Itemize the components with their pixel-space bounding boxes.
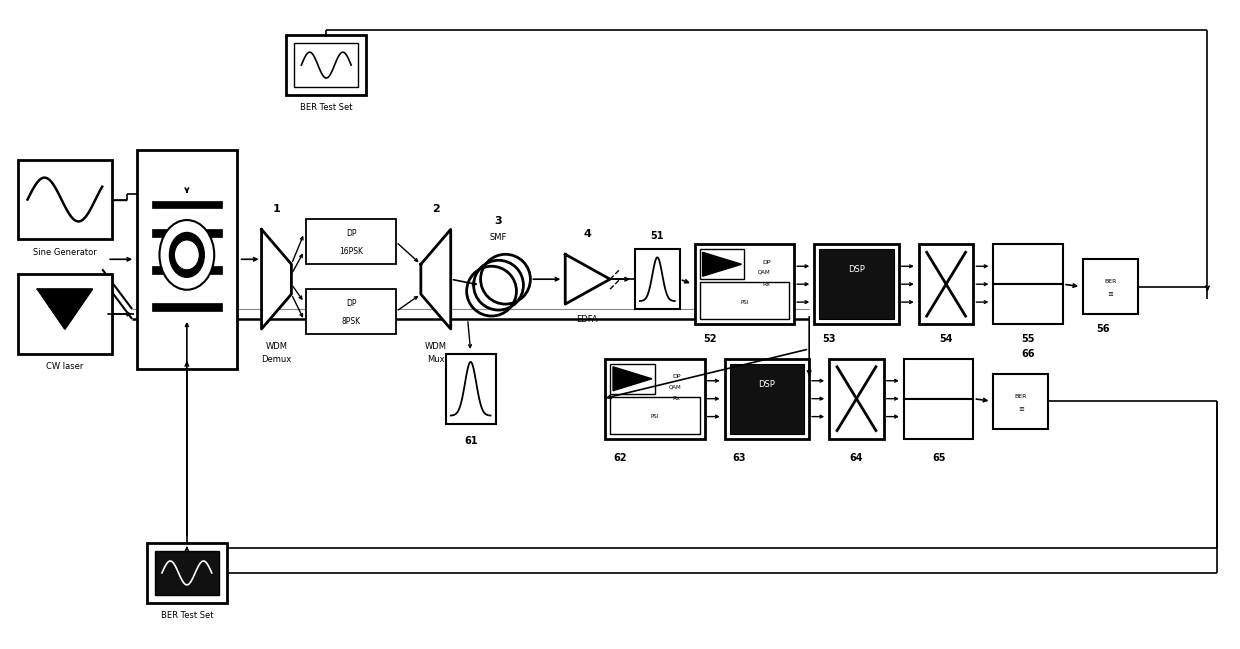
Text: BER Test Set: BER Test Set: [161, 611, 213, 620]
Bar: [904, 398, 973, 439]
Bar: [306, 219, 396, 264]
Bar: [153, 201, 222, 208]
Bar: [993, 284, 1063, 324]
Text: BER: BER: [1104, 279, 1116, 284]
Polygon shape: [703, 252, 742, 276]
Text: Rx: Rx: [673, 396, 681, 401]
Ellipse shape: [175, 240, 200, 270]
Text: Demux: Demux: [262, 356, 291, 364]
Text: DP: DP: [346, 299, 356, 308]
Text: 63: 63: [733, 454, 746, 463]
Text: 51: 51: [651, 232, 665, 241]
Bar: [153, 229, 222, 237]
Bar: [605, 359, 704, 439]
Bar: [904, 359, 973, 398]
Text: DSP: DSP: [759, 380, 775, 389]
Text: CW laser: CW laser: [46, 362, 83, 371]
Bar: [155, 551, 218, 595]
Bar: [993, 374, 1048, 428]
Text: 65: 65: [932, 454, 945, 463]
Text: 62: 62: [614, 454, 626, 463]
Bar: [699, 249, 744, 279]
Text: 1: 1: [273, 204, 280, 214]
Polygon shape: [37, 289, 92, 329]
Bar: [153, 304, 222, 312]
Text: PSI: PSI: [651, 414, 658, 419]
Text: 64: 64: [849, 454, 863, 463]
Text: PSI: PSI: [740, 300, 749, 304]
Text: 4: 4: [583, 229, 591, 239]
Bar: [820, 249, 894, 319]
Text: DP: DP: [763, 260, 770, 265]
Bar: [148, 543, 227, 603]
Text: Rx: Rx: [763, 282, 770, 287]
Bar: [138, 150, 237, 369]
Bar: [635, 249, 680, 309]
Text: QAM: QAM: [758, 270, 771, 275]
Text: EDFA: EDFA: [577, 315, 598, 323]
Text: 55: 55: [1022, 334, 1035, 344]
Polygon shape: [420, 229, 450, 329]
Ellipse shape: [170, 232, 205, 277]
Ellipse shape: [160, 220, 215, 289]
Polygon shape: [262, 229, 291, 329]
Text: WDM: WDM: [425, 343, 446, 351]
Bar: [699, 282, 790, 319]
Text: DSP: DSP: [848, 265, 866, 275]
Text: BER Test Set: BER Test Set: [300, 103, 352, 112]
Text: 3: 3: [495, 217, 502, 227]
Bar: [306, 289, 396, 334]
Bar: [610, 364, 655, 394]
Polygon shape: [613, 367, 652, 391]
Bar: [724, 359, 810, 439]
Text: 54: 54: [940, 334, 952, 344]
Bar: [294, 43, 358, 87]
Bar: [830, 359, 884, 439]
Bar: [286, 35, 366, 95]
Text: ≡: ≡: [1018, 406, 1024, 412]
Text: 53: 53: [822, 334, 836, 344]
Text: 56: 56: [1096, 324, 1110, 334]
Text: ≡: ≡: [1107, 291, 1114, 298]
Text: SMF: SMF: [490, 233, 507, 242]
Bar: [153, 266, 222, 275]
Text: 66: 66: [1022, 349, 1035, 359]
Bar: [993, 244, 1063, 284]
Bar: [815, 244, 899, 324]
Text: 61: 61: [464, 437, 477, 447]
Bar: [17, 275, 112, 354]
Bar: [919, 244, 973, 324]
Text: QAM: QAM: [668, 384, 681, 389]
Text: 16PSK: 16PSK: [340, 247, 363, 256]
Text: BER: BER: [1014, 394, 1027, 398]
Text: 8PSK: 8PSK: [341, 317, 361, 326]
Bar: [1083, 260, 1138, 314]
Text: DP: DP: [346, 229, 356, 238]
Polygon shape: [565, 254, 610, 304]
Text: 2: 2: [432, 204, 440, 214]
Bar: [17, 160, 112, 239]
Bar: [729, 364, 805, 434]
Text: DP: DP: [672, 374, 681, 379]
Bar: [610, 397, 699, 434]
Text: Mux: Mux: [427, 356, 445, 364]
Text: Sine Generator: Sine Generator: [33, 248, 97, 257]
Bar: [694, 244, 795, 324]
Text: 52: 52: [703, 334, 717, 344]
Text: WDM: WDM: [265, 343, 288, 351]
Bar: [445, 354, 496, 424]
